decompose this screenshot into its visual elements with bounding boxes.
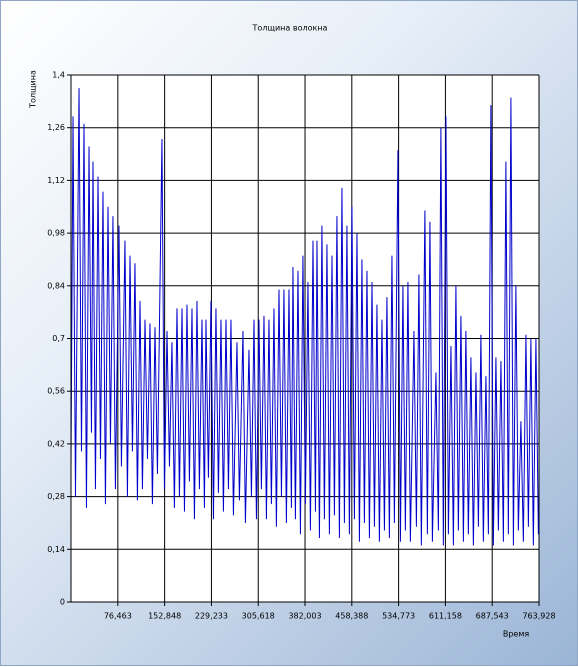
y-tick-label: 1,12 xyxy=(47,176,65,185)
x-tick-label: 763,928 xyxy=(522,612,555,621)
x-tick-label: 611,158 xyxy=(429,612,462,621)
y-tick-label: 1,4 xyxy=(52,71,65,80)
x-tick-label: 229,233 xyxy=(195,612,228,621)
x-tick-label: 305,618 xyxy=(242,612,275,621)
x-tick-label: 687,543 xyxy=(476,612,509,621)
x-axis-label: Время xyxy=(503,630,530,639)
x-tick-label: 382,003 xyxy=(288,612,321,621)
y-tick-label: 0,28 xyxy=(47,492,65,501)
y-tick-label: 0,42 xyxy=(47,439,65,448)
y-tick-label: 1,26 xyxy=(47,123,65,132)
y-tick-label: 0,56 xyxy=(47,387,65,396)
y-tick-label: 0,84 xyxy=(47,281,65,290)
data-line xyxy=(70,88,539,546)
x-tick-label: 152,848 xyxy=(148,612,181,621)
x-tick-label: 76,463 xyxy=(104,612,132,621)
y-tick-label: 0,14 xyxy=(47,545,65,554)
y-axis-label: Толщина xyxy=(29,70,38,109)
x-tick-label: 534,773 xyxy=(382,612,415,621)
y-tick-label: 0,98 xyxy=(47,229,65,238)
x-tick-label: 458,388 xyxy=(335,612,368,621)
y-tick-label: 0,7 xyxy=(52,334,65,343)
chart-title: Толщина волокна xyxy=(252,24,328,33)
y-tick-label: 0 xyxy=(60,598,65,607)
